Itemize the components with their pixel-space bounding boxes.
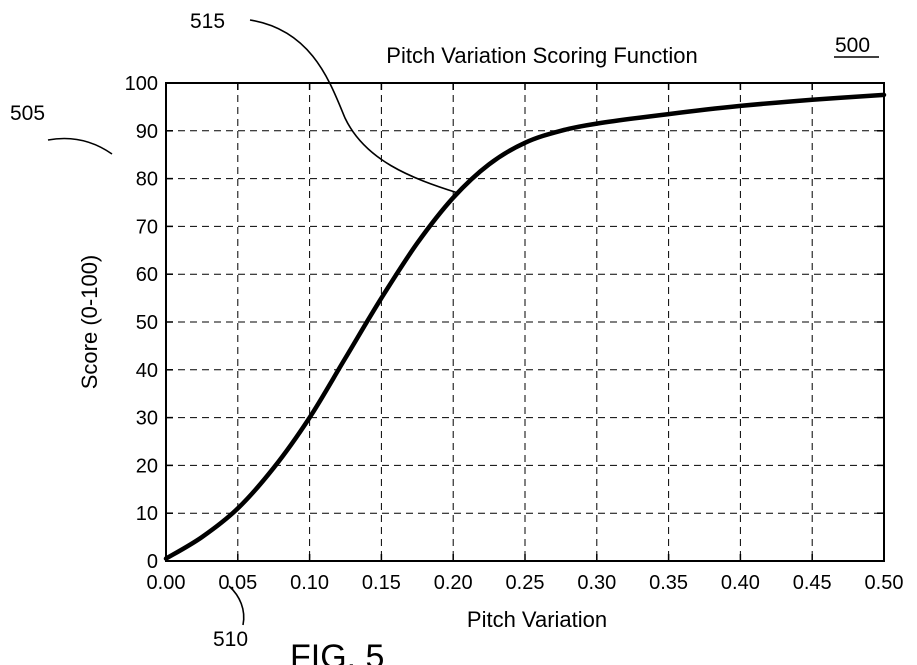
ref-515-label: 515: [190, 10, 225, 33]
ref-505-label: 505: [10, 102, 45, 125]
x-axis-title: Pitch Variation: [467, 607, 607, 632]
fig-label: FIG. 5: [290, 638, 384, 665]
y-tick-label: 30: [136, 408, 158, 430]
y-tick-label: 50: [136, 312, 158, 334]
ref-510-leader: [228, 585, 245, 626]
chart-title: Pitch Variation Scoring Function: [386, 43, 697, 68]
y-tick-label: 0: [147, 551, 158, 573]
x-tick-label: 0.40: [721, 572, 760, 594]
x-tick-label: 0.25: [506, 572, 545, 594]
y-tick-label: 80: [136, 169, 158, 191]
x-tick-label: 0.45: [793, 572, 832, 594]
y-tick-label: 60: [136, 264, 158, 286]
y-tick-label: 100: [125, 73, 158, 95]
y-tick-label: 70: [136, 216, 158, 238]
x-tick-label: 0.50: [865, 572, 904, 594]
x-tick-label: 0.30: [577, 572, 616, 594]
ticks: [165, 82, 885, 562]
y-tick-label: 40: [136, 360, 158, 382]
ref-505-leader: [47, 137, 113, 155]
x-tick-label: 0.00: [147, 572, 186, 594]
plot-frame: [165, 82, 885, 562]
ref-510-label: 510: [213, 628, 248, 651]
y-tick-label: 10: [136, 503, 158, 525]
scoring-curve: [163, 92, 887, 561]
x-tick-label: 0.35: [649, 572, 688, 594]
figure-ref-500: 500: [835, 34, 870, 57]
y-axis-title: Score (0-100): [77, 255, 102, 390]
x-tick-label: 0.05: [218, 572, 257, 594]
x-tick-label: 0.15: [362, 572, 401, 594]
tick-labels: 0.00 0.05 0.10 0.15 0.20 0.25 0.30 0.35 0.40 0.45…: [125, 73, 904, 594]
ref-515-leader: [249, 19, 459, 194]
y-tick-label: 90: [136, 121, 158, 143]
x-tick-label: 0.10: [290, 572, 329, 594]
x-tick-label: 0.20: [434, 572, 473, 594]
y-tick-label: 20: [136, 455, 158, 477]
grid: [166, 83, 884, 561]
